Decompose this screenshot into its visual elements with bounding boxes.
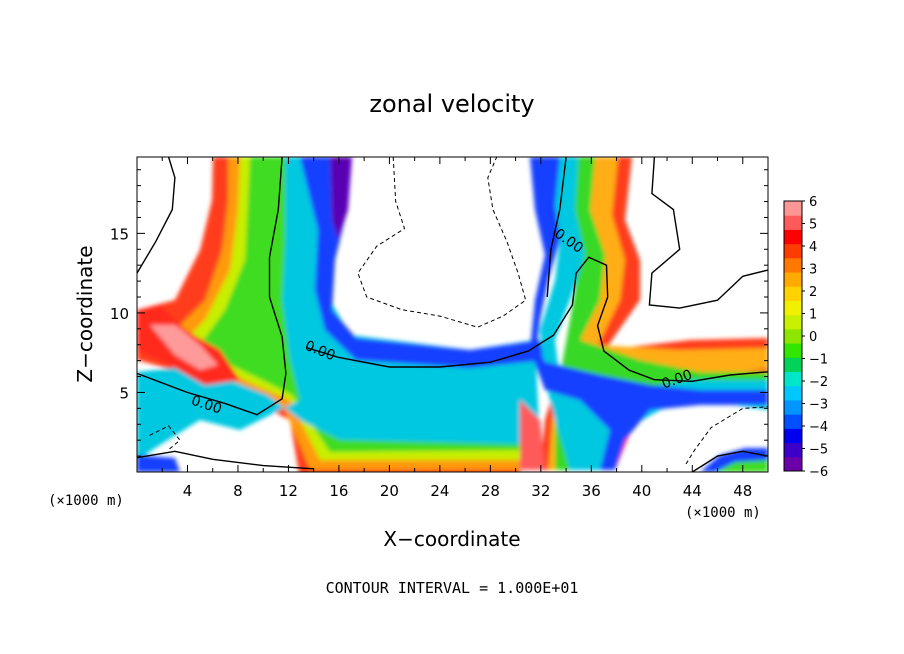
- colorbar-swatch: [784, 428, 802, 444]
- solid-contour-5: [137, 157, 176, 274]
- x-tick-label: 28: [481, 482, 500, 500]
- x-tick-label: 24: [430, 482, 449, 500]
- x-unit-right: (×1000 m): [685, 505, 761, 521]
- y-axis-label: Z−coordinate: [73, 245, 97, 382]
- colorbar-swatch: [784, 257, 802, 273]
- x-tick-label: 48: [733, 482, 752, 500]
- colorbar-swatch: [784, 385, 802, 401]
- chart-title: zonal velocity: [369, 90, 534, 118]
- y-axis: 5 10 15: [110, 169, 768, 457]
- dashed-contour-2: [149, 425, 181, 451]
- y-tick-label: 15: [110, 225, 129, 243]
- x-tick-label: 16: [329, 482, 348, 500]
- colorbar-swatch: [784, 343, 802, 358]
- x-tick-label: 32: [531, 482, 550, 500]
- dashed-contour-1: [685, 406, 768, 465]
- colorbar-swatch: [784, 286, 802, 301]
- solid-contour-2: [546, 157, 567, 298]
- colorbar-tick-label: 5: [809, 218, 817, 233]
- left-jet-cyan: [137, 157, 540, 460]
- heatmap-field: [137, 157, 768, 472]
- y-tick-label: 10: [110, 305, 129, 323]
- x-tick-label: 8: [233, 482, 243, 500]
- left-jet-blue: [300, 157, 545, 368]
- x-unit-left: (×1000 m): [48, 493, 124, 509]
- bump-red: [520, 400, 545, 470]
- colorbar-tick-label: −3: [809, 398, 828, 413]
- colorbar-tick-label: −2: [809, 375, 828, 390]
- solid-contour-6: [648, 157, 768, 309]
- solid-contour-1: [307, 256, 768, 383]
- x-axis: 4 8 12 16 20 24 28 32 36 40 44 48: [161, 157, 752, 500]
- colorbar-tick-label: 2: [809, 285, 817, 300]
- plot-frame: [136, 156, 769, 473]
- colorbar-swatch: [784, 229, 802, 245]
- x-tick-label: 4: [183, 482, 193, 500]
- colorbar-swatch: [784, 328, 802, 344]
- colorbar-swatch: [784, 243, 802, 259]
- solid-contour-0: [137, 157, 287, 416]
- colorbar-swatch: [784, 300, 802, 316]
- left-tongue-pink: [150, 325, 218, 370]
- lower-right-green: [715, 460, 768, 472]
- colorbar-tick-label: −5: [809, 443, 828, 458]
- left-jet-purple: [330, 157, 352, 240]
- colorbar-tick-label: 0: [809, 330, 817, 345]
- colorbar-swatch: [784, 414, 802, 429]
- colorbar-swatch: [784, 357, 802, 373]
- y-tick-label: 5: [119, 384, 129, 402]
- colorbar-tick-label: −6: [809, 465, 828, 480]
- contour-lines: [137, 157, 768, 472]
- x-tick-label: 36: [582, 482, 601, 500]
- contour-interval-footer: CONTOUR INTERVAL = 1.000E+01: [326, 579, 579, 597]
- colorbar-labels: 6 5 4 3 2 1 0 −1 −2 −3 −4 −5 −6: [802, 195, 828, 480]
- colorbar-swatch: [784, 371, 802, 387]
- colorbar-tick-label: −4: [809, 420, 828, 435]
- solid-contour-4: [691, 450, 768, 472]
- x-axis-label: X−coordinate: [383, 527, 520, 551]
- colorbar-swatch: [784, 314, 802, 330]
- colorbar-swatch: [784, 442, 802, 458]
- colorbar-swatch: [784, 399, 802, 415]
- colorbar-tick-label: 6: [809, 195, 817, 210]
- right-jet-blue: [530, 157, 768, 470]
- x-tick-label: 20: [380, 482, 399, 500]
- colorbar-swatch: [784, 201, 802, 216]
- colorbar-tick-label: 3: [809, 263, 817, 278]
- colorbar-swatch: [784, 456, 802, 472]
- colorbar-swatch: [784, 272, 802, 287]
- colorbar-swatch: [784, 215, 802, 230]
- colorbar: [783, 200, 803, 472]
- lower-left-blue: [137, 455, 180, 472]
- colorbar-tick-label: 4: [809, 240, 817, 255]
- x-tick-label: 44: [683, 482, 702, 500]
- colorbar-tick-label: 1: [809, 308, 817, 323]
- solid-contour-3: [137, 450, 314, 470]
- x-tick-label: 40: [632, 482, 651, 500]
- x-tick-label: 12: [279, 482, 298, 500]
- colorbar-tick-label: −1: [809, 353, 828, 368]
- dashed-contour-0: [357, 157, 527, 328]
